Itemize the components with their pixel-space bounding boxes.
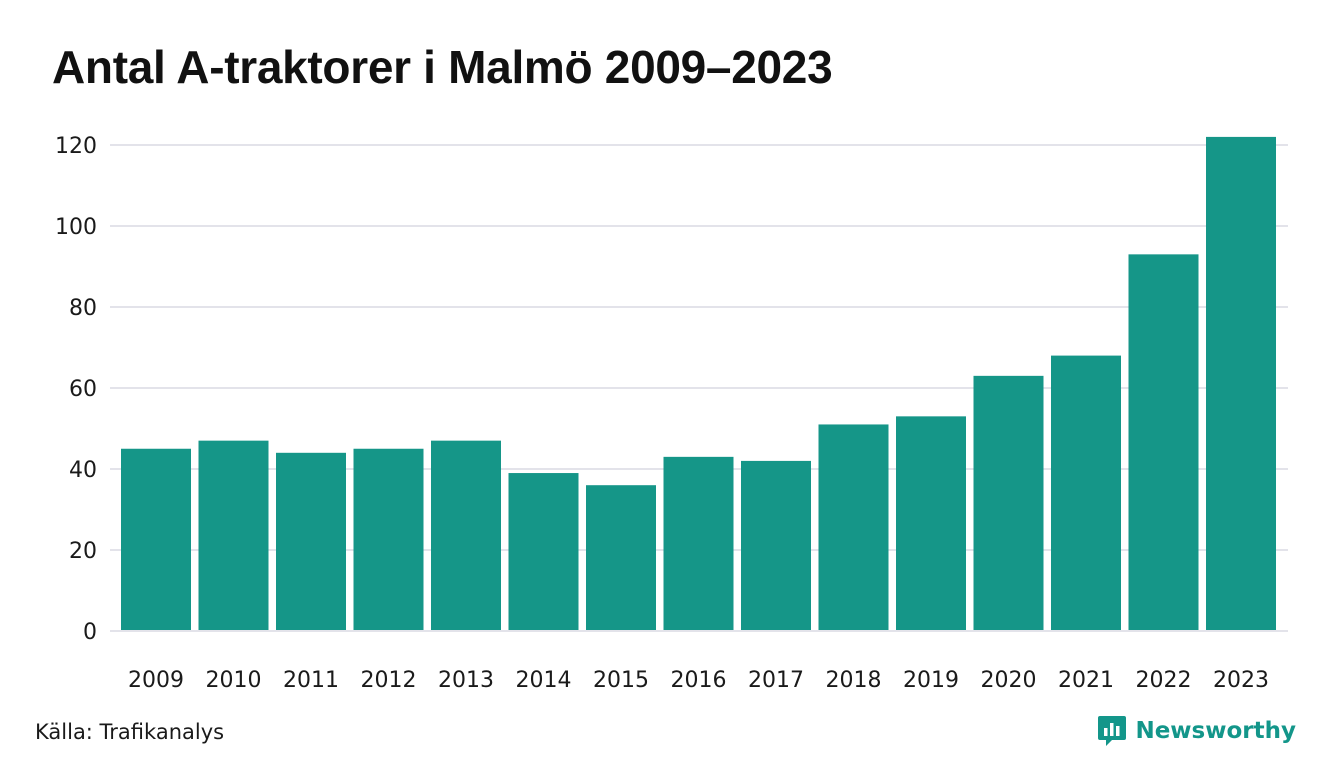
x-tick-label: 2011 (283, 668, 339, 693)
x-tick-label: 2012 (361, 668, 417, 693)
x-tick-label: 2018 (826, 668, 882, 693)
x-tick-label: 2021 (1058, 668, 1114, 693)
x-tick-label: 2020 (981, 668, 1037, 693)
bar-2018 (818, 424, 889, 631)
x-tick-label: 2023 (1213, 668, 1269, 693)
y-tick-label: 80 (69, 296, 97, 321)
bar-2014 (508, 473, 579, 631)
bar-2009 (121, 448, 191, 631)
newsworthy-logo-icon (1098, 716, 1127, 746)
bars (121, 136, 1276, 631)
x-tick-label: 2009 (128, 668, 184, 693)
bar-2013 (431, 440, 501, 631)
y-tick-label: 100 (55, 215, 97, 240)
x-tick-label: 2014 (516, 668, 572, 693)
x-axis-ticks: 2009 2010 2011 2012 2013 2014 2015 2016 2017 2018… (128, 668, 1269, 693)
bar-2020 (973, 375, 1044, 631)
bar-2015 (586, 485, 656, 631)
y-tick-label: 120 (55, 134, 97, 159)
bar-2019 (896, 416, 966, 631)
bar-2016 (663, 456, 734, 631)
bar-2012 (353, 448, 424, 631)
x-tick-label: 2019 (903, 668, 959, 693)
brand-logo: Newsworthy (1097, 714, 1296, 748)
x-tick-label: 2010 (206, 668, 262, 693)
bar-2017 (741, 460, 811, 631)
chart-title: Antal A-traktorer i Malmö 2009–2023 (52, 41, 833, 93)
y-tick-label: 0 (83, 620, 97, 645)
y-tick-label: 20 (69, 539, 97, 564)
brand-name: Newsworthy (1135, 718, 1296, 744)
bar-2021 (1051, 355, 1121, 631)
y-axis-ticks: 0 20 40 60 80 100 120 (55, 134, 97, 645)
y-tick-label: 40 (69, 458, 97, 483)
bar-2022 (1128, 254, 1199, 631)
bar-2023 (1206, 136, 1276, 631)
x-tick-label: 2013 (438, 668, 494, 693)
x-tick-label: 2017 (748, 668, 804, 693)
y-tick-label: 60 (69, 377, 97, 402)
bar-2011 (276, 452, 346, 631)
x-tick-label: 2016 (671, 668, 727, 693)
bar-2010 (198, 440, 269, 631)
x-tick-label: 2022 (1136, 668, 1192, 693)
x-tick-label: 2015 (593, 668, 649, 693)
source-note: Källa: Trafikanalys (35, 720, 225, 744)
